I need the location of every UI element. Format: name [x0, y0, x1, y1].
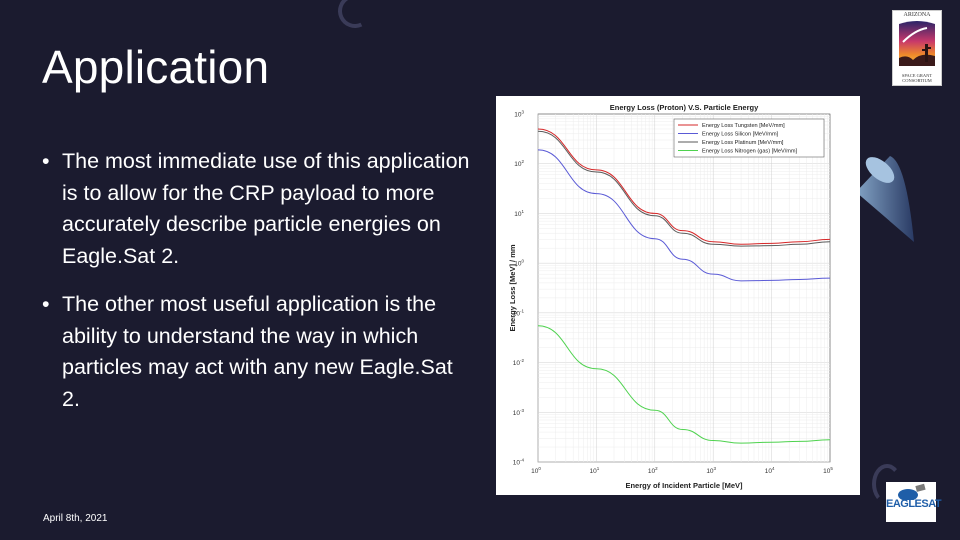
x-tick-exponent: 4	[772, 466, 775, 471]
y-tick-label: 10-3	[513, 408, 525, 417]
x-tick-label: 101	[590, 466, 600, 475]
x-tick-label: 105	[823, 466, 833, 475]
x-tick-label: 102	[648, 466, 658, 475]
slide-title: Application	[42, 41, 270, 93]
x-tick-labels: 100 101 102 103 104 105	[531, 466, 833, 475]
y-tick-label: 100	[514, 259, 524, 268]
y-tick-exponent: 1	[521, 209, 524, 214]
y-tick-exponent: -4	[520, 458, 524, 463]
series-line	[537, 325, 831, 444]
bullet-marker: •	[42, 292, 50, 316]
x-axis-label: Energy of Incident Particle [MeV]	[625, 481, 743, 490]
logo-top-text: ARIZONA	[903, 12, 931, 18]
y-tick-label: 10-2	[513, 358, 525, 367]
slide-date: April 8th, 2021	[43, 513, 108, 524]
series-lines	[537, 128, 831, 444]
eaglesat-wordmark: EAGLESAT	[886, 498, 942, 510]
decorative-arc	[333, 0, 377, 33]
y-tick-exponent: 2	[521, 159, 524, 164]
legend-label: Energy Loss Platinum [MeV/mm]	[702, 140, 784, 146]
y-tick-exponent: 3	[521, 110, 524, 115]
grid-lines	[537, 114, 830, 463]
x-tick-label: 103	[706, 466, 716, 475]
series-line	[537, 130, 831, 247]
series-line	[537, 128, 831, 245]
sunset-icon	[899, 21, 935, 66]
series-line	[537, 149, 831, 282]
eaglesat-logo: EAGLESAT	[886, 482, 942, 522]
x-tick-exponent: 2	[655, 466, 658, 471]
legend-label: Energy Loss Tungsten [MeV/mm]	[702, 123, 785, 129]
y-tick-label: 10-1	[513, 308, 525, 317]
bullet-item: • The other most useful application is t…	[42, 289, 472, 415]
legend-label: Energy Loss Nitrogen (gas) [MeV/mm]	[702, 149, 798, 155]
legend-label: Energy Loss Silicon [MeV/mm]	[702, 132, 779, 138]
y-tick-exponent: 0	[521, 259, 524, 264]
y-tick-exponent: -3	[520, 408, 524, 413]
y-tick-exponent: -1	[520, 308, 524, 313]
bullet-marker: •	[42, 149, 50, 173]
y-tick-label: 102	[514, 159, 524, 168]
energy-loss-chart: 10-4 10-3 10-2 10-1 100 101 102 103 100 101 102 10…	[496, 96, 860, 495]
decorative-cone	[856, 156, 914, 242]
bullet-text: The other most useful application is the…	[62, 292, 453, 411]
arizona-space-grant-logo: ARIZONA SPACE GRANT CONSORTIUM	[892, 10, 942, 86]
chart-legend: Energy Loss Tungsten [MeV/mm] Energy Loss…	[673, 118, 825, 158]
chart-title: Energy Loss (Proton) V.S. Particle Energ…	[610, 103, 759, 112]
bullet-list: • The most immediate use of this applica…	[42, 146, 472, 432]
y-tick-label: 10-4	[513, 458, 525, 467]
bullet-item: • The most immediate use of this applica…	[42, 146, 472, 272]
x-tick-exponent: 3	[714, 466, 717, 471]
plot-area	[537, 113, 831, 463]
x-tick-exponent: 5	[830, 466, 833, 471]
y-tick-label: 103	[514, 110, 524, 119]
y-tick-label: 101	[514, 209, 524, 218]
satellite-icon	[898, 483, 926, 500]
bullet-text: The most immediate use of this applicati…	[62, 149, 470, 268]
x-tick-exponent: 1	[597, 466, 600, 471]
logo-bottom-text: SPACE GRANT CONSORTIUM	[901, 73, 933, 83]
legend-box	[673, 118, 825, 158]
x-tick-label: 104	[765, 466, 775, 475]
decorative-arc	[872, 464, 902, 504]
x-tick-exponent: 0	[538, 466, 541, 471]
x-tick-label: 100	[531, 466, 541, 475]
y-tick-exponent: -2	[520, 358, 524, 363]
y-axis-label: Energy Loss [MeV] / mm	[508, 244, 517, 331]
